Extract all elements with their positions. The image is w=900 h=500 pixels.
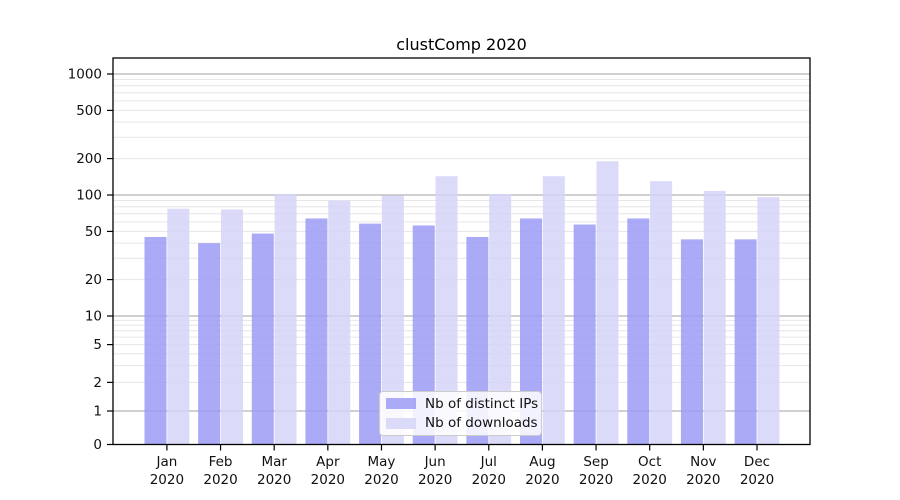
x-tick-label-month: Jun (424, 454, 446, 470)
x-tick-label-month: Aug (529, 454, 555, 470)
x-tick-label-month: Sep (583, 454, 608, 470)
x-tick-label-month: Jan (155, 454, 177, 470)
bar-distinct-ips (412, 225, 435, 445)
y-tick-label: 1 (93, 404, 102, 420)
bar-distinct-ips (305, 218, 328, 445)
bar-distinct-ips (251, 233, 274, 445)
bar-downloads (381, 195, 404, 445)
x-tick-label-year: 2020 (472, 472, 506, 488)
x-tick-label-year: 2020 (364, 472, 398, 488)
legend: Nb of distinct IPs Nb of downloads (379, 391, 542, 436)
bar-downloads (167, 208, 190, 445)
x-tick-label-year: 2020 (525, 472, 559, 488)
y-tick-label: 200 (76, 151, 102, 167)
x-tick-label-year: 2020 (311, 472, 345, 488)
x-tick-label-month: Mar (261, 454, 287, 470)
x-tick-label-year: 2020 (203, 472, 237, 488)
x-tick-label-year: 2020 (257, 472, 291, 488)
legend-item-downloads: Nb of downloads (386, 414, 538, 433)
bar-downloads (220, 209, 243, 445)
y-tick-label: 20 (85, 272, 102, 288)
bar-distinct-ips (359, 223, 382, 445)
x-tick-label-month: May (368, 454, 396, 470)
bar-distinct-ips (520, 218, 543, 445)
bar-distinct-ips (680, 239, 703, 445)
y-tick-label: 1000 (68, 67, 102, 83)
y-tick-label: 5 (93, 337, 102, 353)
x-tick-label-month: Dec (744, 454, 770, 470)
bar-downloads (328, 200, 351, 445)
x-tick-label-year: 2020 (633, 472, 667, 488)
x-tick-label-month: Oct (638, 454, 661, 470)
bar-downloads (650, 181, 673, 445)
chart-title: clustComp 2020 (396, 35, 527, 54)
bar-downloads (489, 193, 512, 445)
y-tick-label: 10 (85, 309, 102, 325)
bar-downloads (703, 190, 726, 445)
y-tick-label: 100 (76, 188, 102, 204)
x-tick-label-month: Nov (690, 454, 716, 470)
x-tick-label-month: Jul (480, 454, 497, 470)
x-tick-label-year: 2020 (418, 472, 452, 488)
x-tick-label-year: 2020 (579, 472, 613, 488)
y-tick-label: 2 (93, 375, 102, 391)
x-tick-label-year: 2020 (150, 472, 184, 488)
legend-item-distinct-ips: Nb of distinct IPs (386, 394, 539, 413)
legend-swatch-downloads (386, 417, 416, 429)
x-tick-label-year: 2020 (740, 472, 774, 488)
bar-downloads (274, 193, 297, 445)
x-tick-label-month: Feb (209, 454, 233, 470)
legend-swatch-distinct-ips (386, 398, 416, 410)
y-tick-label: 0 (93, 437, 102, 453)
bar-distinct-ips (734, 239, 757, 445)
bar-downloads (435, 176, 458, 445)
axes-frame (112, 57, 811, 446)
bar-distinct-ips (573, 224, 596, 445)
bar-downloads (757, 197, 780, 445)
x-tick-label-month: Apr (316, 454, 340, 470)
bar-downloads (596, 161, 619, 445)
legend-label-downloads: Nb of downloads (425, 415, 538, 432)
y-tick-label: 500 (76, 103, 102, 119)
x-tick-label-year: 2020 (686, 472, 720, 488)
bar-distinct-ips (627, 218, 650, 445)
legend-label-distinct-ips: Nb of distinct IPs (425, 395, 539, 412)
bar-distinct-ips (198, 243, 221, 445)
y-tick-label: 50 (85, 224, 102, 240)
bar-distinct-ips (144, 236, 167, 445)
bar-downloads (542, 176, 565, 445)
